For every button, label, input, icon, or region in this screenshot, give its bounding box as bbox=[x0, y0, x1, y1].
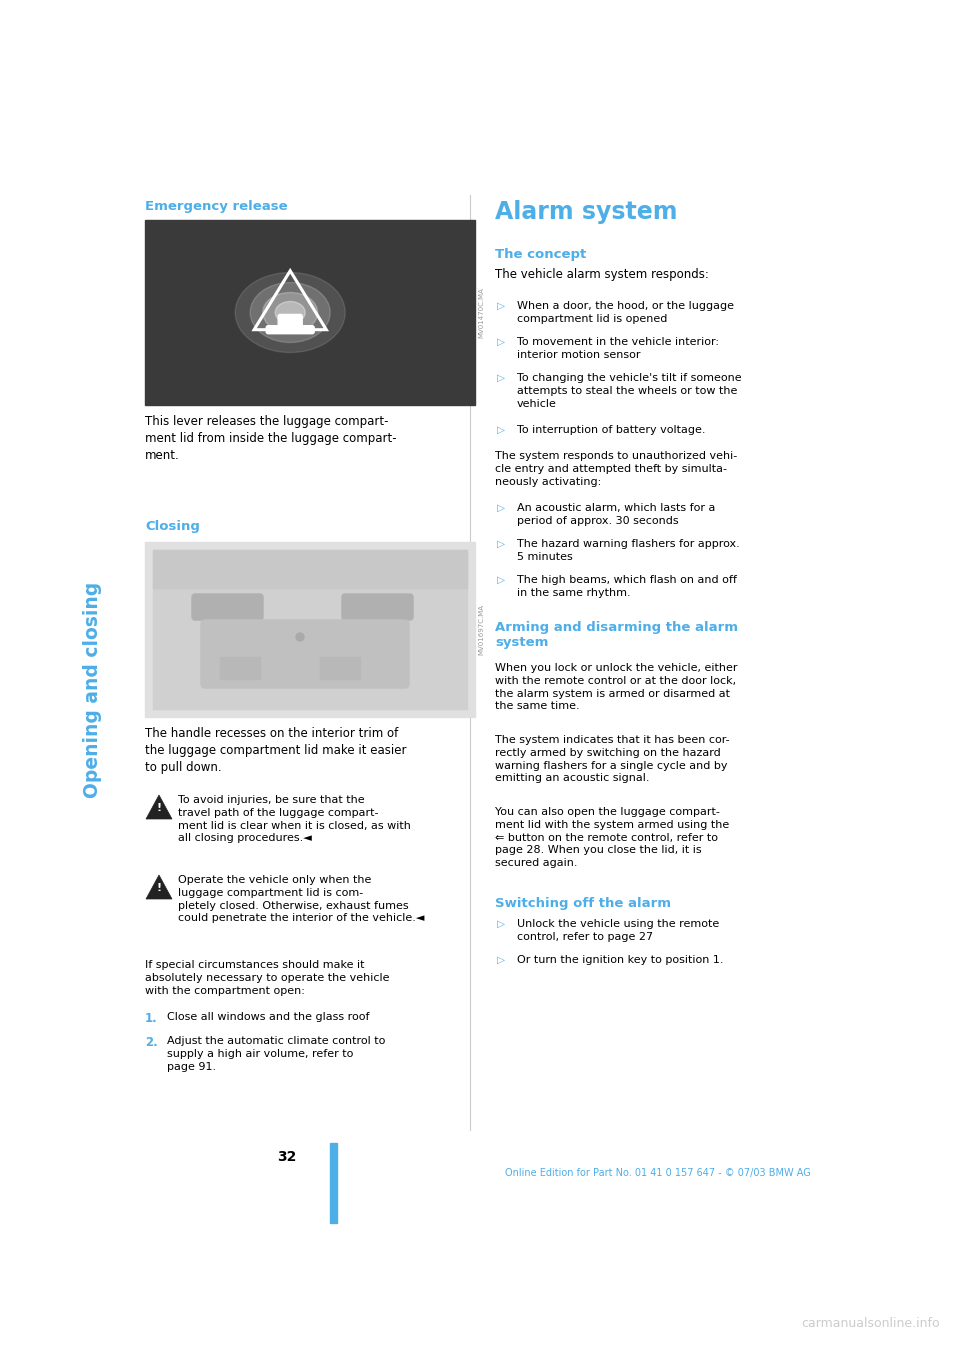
Bar bbox=[153, 550, 467, 709]
Text: ▷: ▷ bbox=[497, 373, 505, 383]
Text: ▷: ▷ bbox=[497, 919, 505, 929]
Text: The handle recesses on the interior trim of
the luggage compartment lid make it : The handle recesses on the interior trim… bbox=[145, 727, 406, 774]
Text: ▷: ▷ bbox=[497, 955, 505, 966]
Text: ▷: ▷ bbox=[497, 574, 505, 585]
Text: !: ! bbox=[156, 883, 161, 894]
Text: Arming and disarming the alarm
system: Arming and disarming the alarm system bbox=[495, 621, 738, 649]
FancyBboxPatch shape bbox=[192, 593, 263, 621]
Text: To interruption of battery voltage.: To interruption of battery voltage. bbox=[517, 425, 706, 435]
FancyBboxPatch shape bbox=[266, 326, 314, 334]
Bar bbox=[320, 657, 360, 679]
Text: An acoustic alarm, which lasts for a
period of approx. 30 seconds: An acoustic alarm, which lasts for a per… bbox=[517, 502, 715, 526]
Text: To avoid injuries, be sure that the
travel path of the luggage compart-
ment lid: To avoid injuries, be sure that the trav… bbox=[178, 794, 411, 843]
Text: Adjust the automatic climate control to
supply a high air volume, refer to
page : Adjust the automatic climate control to … bbox=[167, 1036, 385, 1071]
Text: To changing the vehicle's tilt if someone
attempts to steal the wheels or tow th: To changing the vehicle's tilt if someon… bbox=[517, 373, 742, 409]
Text: Opening and closing: Opening and closing bbox=[83, 581, 102, 799]
Polygon shape bbox=[146, 875, 172, 899]
Bar bbox=[145, 220, 475, 405]
Text: When you lock or unlock the vehicle, either
with the remote control or at the do: When you lock or unlock the vehicle, eit… bbox=[495, 663, 737, 712]
Text: ▷: ▷ bbox=[497, 301, 505, 311]
Bar bbox=[220, 657, 260, 679]
FancyBboxPatch shape bbox=[342, 593, 413, 621]
Bar bbox=[145, 542, 475, 717]
Text: ▷: ▷ bbox=[497, 539, 505, 549]
Text: The hazard warning flashers for approx.
5 minutes: The hazard warning flashers for approx. … bbox=[517, 539, 740, 562]
Text: !: ! bbox=[156, 803, 161, 813]
Text: Operate the vehicle only when the
luggage compartment lid is com-
pletely closed: Operate the vehicle only when the luggag… bbox=[178, 875, 424, 923]
Text: Emergency release: Emergency release bbox=[145, 200, 288, 213]
Text: The system responds to unauthorized vehi-
cle entry and attempted theft by simul: The system responds to unauthorized vehi… bbox=[495, 451, 737, 486]
Text: 32: 32 bbox=[276, 1150, 296, 1164]
Text: Unlock the vehicle using the remote
control, refer to page 27: Unlock the vehicle using the remote cont… bbox=[517, 919, 719, 942]
Ellipse shape bbox=[263, 292, 318, 333]
Text: Close all windows and the glass roof: Close all windows and the glass roof bbox=[167, 1012, 370, 1023]
Polygon shape bbox=[146, 794, 172, 819]
Circle shape bbox=[296, 633, 304, 641]
Text: carmanualsonline.info: carmanualsonline.info bbox=[802, 1317, 940, 1329]
Text: Closing: Closing bbox=[145, 520, 200, 532]
Text: To movement in the vehicle interior:
interior motion sensor: To movement in the vehicle interior: int… bbox=[517, 337, 719, 360]
Bar bbox=[153, 550, 467, 588]
Text: ▷: ▷ bbox=[497, 337, 505, 348]
Text: This lever releases the luggage compart-
ment lid from inside the luggage compar: This lever releases the luggage compart-… bbox=[145, 416, 396, 462]
Text: Alarm system: Alarm system bbox=[495, 200, 678, 224]
Text: The vehicle alarm system responds:: The vehicle alarm system responds: bbox=[495, 268, 708, 281]
Text: ▷: ▷ bbox=[497, 502, 505, 513]
Ellipse shape bbox=[276, 301, 305, 323]
Text: MV01470C.MA: MV01470C.MA bbox=[478, 287, 484, 338]
Text: You can also open the luggage compart-
ment lid with the system armed using the
: You can also open the luggage compart- m… bbox=[495, 807, 730, 868]
Text: If special circumstances should make it
absolutely necessary to operate the vehi: If special circumstances should make it … bbox=[145, 960, 390, 995]
Text: The high beams, which flash on and off
in the same rhythm.: The high beams, which flash on and off i… bbox=[517, 574, 737, 598]
Ellipse shape bbox=[251, 282, 330, 342]
Text: When a door, the hood, or the luggage
compartment lid is opened: When a door, the hood, or the luggage co… bbox=[517, 301, 734, 323]
Text: 2.: 2. bbox=[145, 1036, 157, 1048]
FancyBboxPatch shape bbox=[278, 315, 302, 333]
FancyBboxPatch shape bbox=[201, 621, 409, 689]
Text: Online Edition for Part No. 01 41 0 157 647 - © 07/03 BMW AG: Online Edition for Part No. 01 41 0 157 … bbox=[505, 1168, 811, 1177]
Bar bbox=[330, 1143, 337, 1224]
Text: ▷: ▷ bbox=[497, 425, 505, 435]
Text: MV01697C.MA: MV01697C.MA bbox=[478, 604, 484, 655]
Text: 1.: 1. bbox=[145, 1012, 157, 1025]
Text: Switching off the alarm: Switching off the alarm bbox=[495, 898, 671, 910]
Text: The concept: The concept bbox=[495, 249, 587, 261]
Ellipse shape bbox=[235, 273, 346, 353]
Text: The system indicates that it has been cor-
rectly armed by switching on the haza: The system indicates that it has been co… bbox=[495, 735, 730, 784]
Text: Or turn the ignition key to position 1.: Or turn the ignition key to position 1. bbox=[517, 955, 724, 966]
